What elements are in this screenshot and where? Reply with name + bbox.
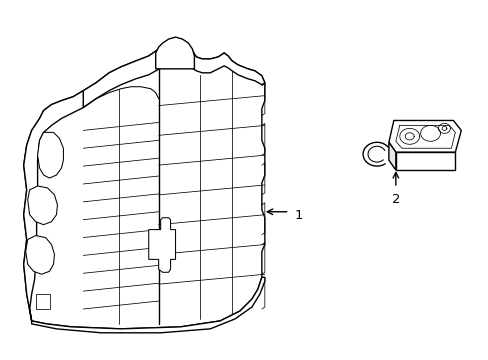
Polygon shape bbox=[395, 152, 454, 170]
Polygon shape bbox=[24, 39, 264, 329]
Polygon shape bbox=[26, 235, 54, 274]
Text: 2: 2 bbox=[391, 193, 399, 206]
Polygon shape bbox=[155, 37, 194, 69]
Polygon shape bbox=[388, 121, 460, 152]
Polygon shape bbox=[388, 142, 395, 170]
Polygon shape bbox=[28, 186, 57, 225]
Text: 1: 1 bbox=[294, 209, 303, 222]
Polygon shape bbox=[83, 39, 264, 108]
Polygon shape bbox=[32, 277, 264, 333]
Polygon shape bbox=[148, 218, 175, 272]
Polygon shape bbox=[38, 132, 63, 178]
Polygon shape bbox=[36, 294, 49, 309]
Polygon shape bbox=[24, 91, 83, 321]
